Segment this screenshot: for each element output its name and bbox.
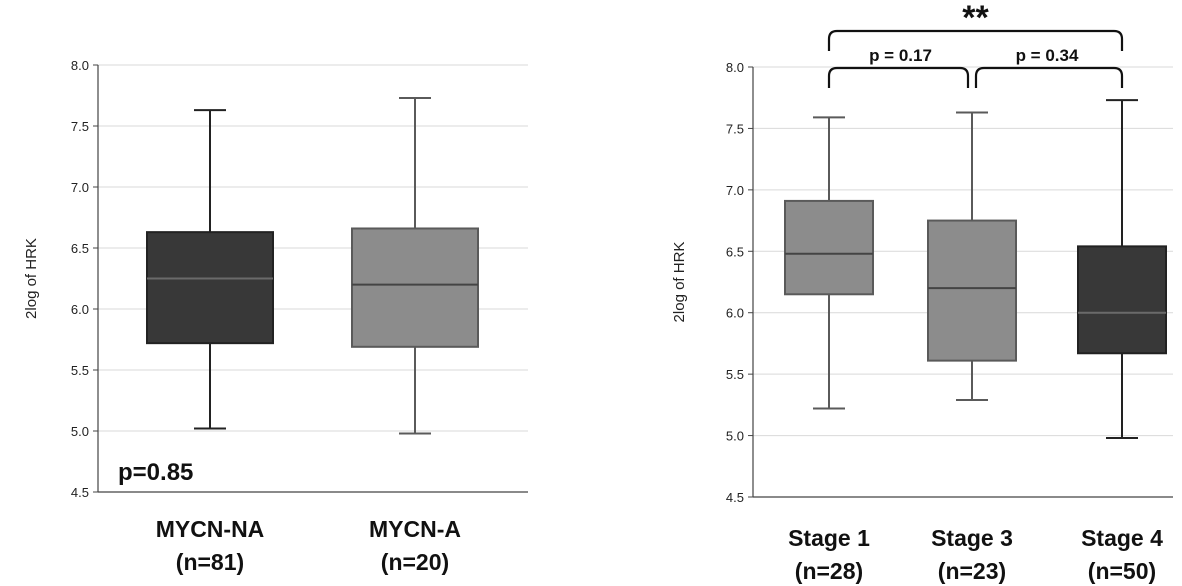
y-tick-label: 5.5 [71, 363, 89, 378]
y-axis-label: 2log of HRK [23, 238, 40, 319]
iqr-box [146, 231, 274, 345]
y-tick-label: 6.0 [726, 306, 744, 321]
y-tick-label: 6.5 [71, 241, 89, 256]
y-axis-label: 2log of HRK [671, 242, 688, 323]
y-tick-label: 8.0 [726, 60, 744, 75]
iqr-box [927, 219, 1017, 362]
category-count: (n=23) [938, 558, 1006, 584]
category-label: MYCN-NA [156, 516, 265, 542]
y-tick-label: 5.0 [726, 429, 744, 444]
category-label: Stage 4 [1081, 525, 1163, 551]
chart-panel-1: 4.5 5.0 5.5 6.0 6.5 7.0 7.5 8.0 2log of HRK MYCN-… [23, 58, 528, 575]
box-1 [146, 109, 274, 430]
category-count: (n=81) [176, 549, 244, 575]
iqr-box [1077, 245, 1167, 355]
comparison-p-value: p = 0.17 [869, 46, 932, 65]
y-tick-label: 7.5 [71, 119, 89, 134]
category-label: MYCN-A [369, 516, 461, 542]
iqr-box [351, 227, 479, 348]
significance-bracket [827, 29, 1124, 51]
box-2 [927, 111, 1017, 401]
iqr-box [784, 199, 874, 296]
category-count: (n=20) [381, 549, 449, 575]
box-3 [1077, 99, 1167, 440]
category-count: (n=50) [1088, 558, 1156, 584]
significance-stars: ** [962, 0, 989, 37]
category-label: Stage 3 [931, 525, 1013, 551]
y-tick-label: 7.0 [71, 180, 89, 195]
y-tick-label: 6.5 [726, 244, 744, 259]
significance-bracket [827, 66, 970, 88]
chart-panel-2: 4.5 5.0 5.5 6.0 6.5 7.0 7.5 8.0 2log of HRK Stage… [671, 0, 1173, 584]
p-value-annotation: p=0.85 [118, 459, 193, 486]
y-tick-label: 8.0 [71, 58, 89, 73]
category-label: Stage 1 [788, 525, 870, 551]
y-tick-label: 5.5 [726, 367, 744, 382]
category-count: (n=28) [795, 558, 863, 584]
box-2 [351, 96, 479, 435]
y-tick-label: 5.0 [71, 424, 89, 439]
y-tick-label: 7.0 [726, 183, 744, 198]
y-tick-label: 4.5 [71, 485, 89, 500]
y-tick-label: 7.5 [726, 121, 744, 136]
y-tick-label: 4.5 [726, 490, 744, 505]
box-1 [784, 116, 874, 410]
significance-bracket [974, 66, 1124, 88]
comparison-p-value: p = 0.34 [1016, 46, 1079, 65]
y-tick-label: 6.0 [71, 302, 89, 317]
